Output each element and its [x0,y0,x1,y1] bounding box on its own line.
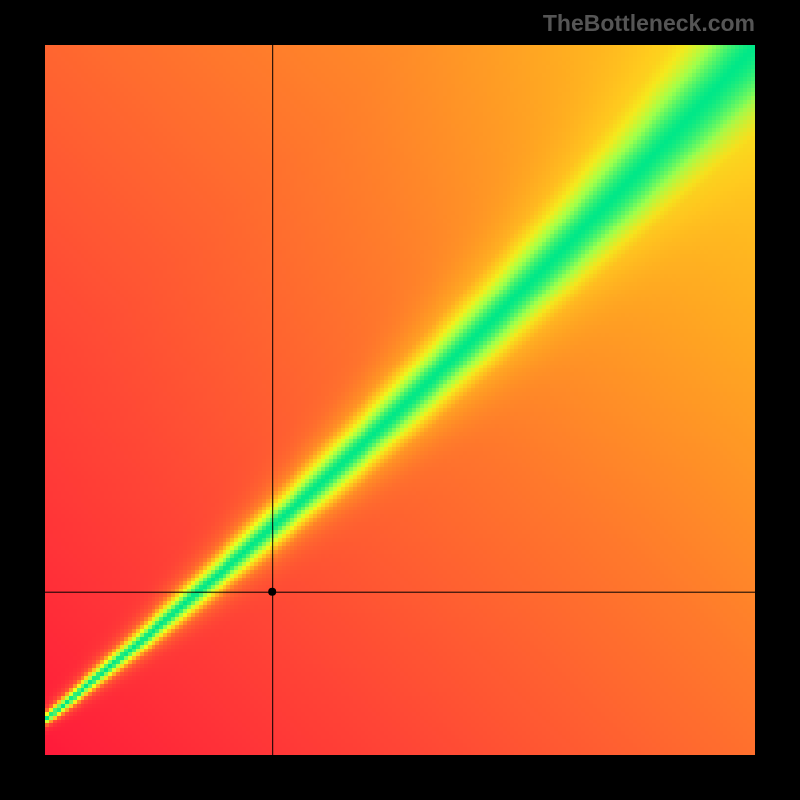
chart-container: TheBottleneck.com [0,0,800,800]
brand-label: TheBottleneck.com [543,10,755,37]
bottleneck-heatmap [0,0,800,800]
